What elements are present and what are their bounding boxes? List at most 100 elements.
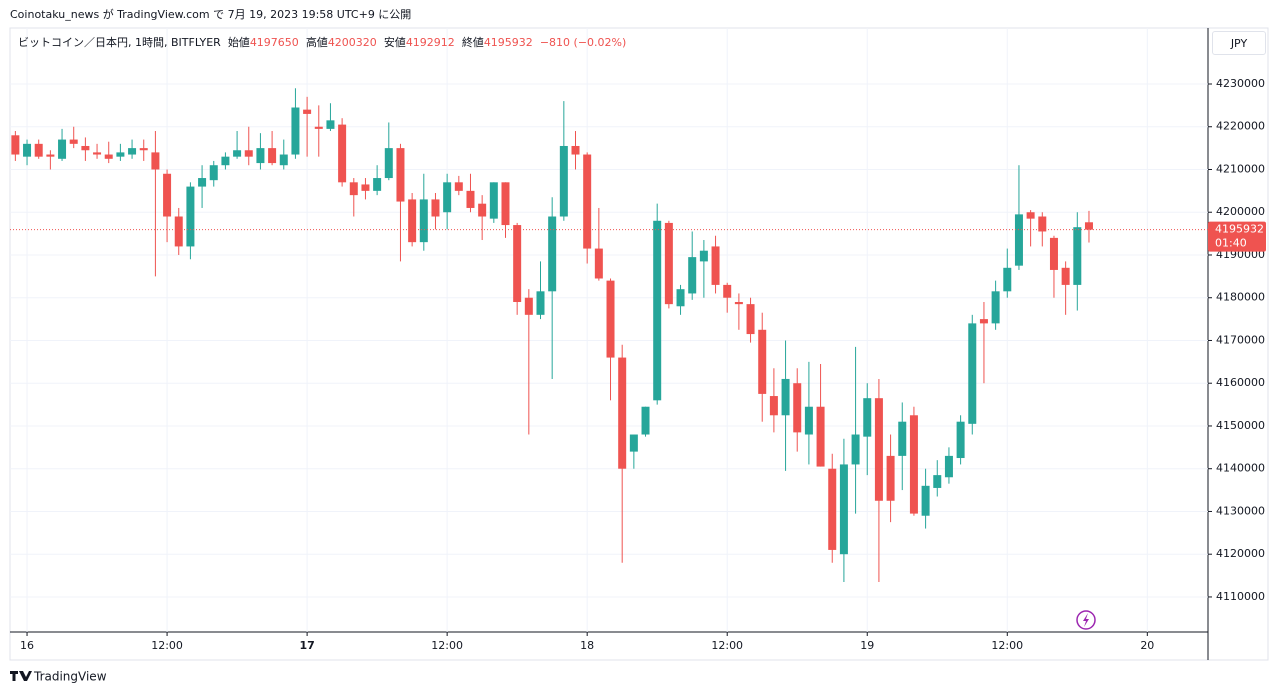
- candle-body: [968, 323, 977, 424]
- ohlc-value: 4197650: [249, 36, 299, 49]
- candle-body: [396, 148, 405, 202]
- candle-body: [828, 468, 837, 550]
- candle-body: [104, 154, 113, 159]
- candle-body: [851, 434, 860, 465]
- candle-body: [769, 396, 778, 416]
- candle-body: [46, 154, 55, 157]
- candle-body: [606, 280, 615, 358]
- x-tick-label: 12:00: [991, 639, 1023, 652]
- x-tick-label: 20: [1140, 639, 1154, 652]
- candle-body: [466, 190, 475, 208]
- candle-body: [804, 406, 813, 435]
- candle-body: [944, 455, 953, 478]
- candle-body: [1026, 212, 1035, 219]
- candle-body: [559, 145, 568, 217]
- candle-body: [361, 184, 370, 191]
- candle-body: [816, 406, 825, 467]
- x-tick-label: 16: [20, 639, 34, 652]
- alert-icon[interactable]: [1076, 610, 1096, 630]
- candle-body: [174, 216, 183, 247]
- ohlc-label: 始値: [227, 36, 250, 49]
- candle-body: [279, 154, 288, 166]
- x-tick-label: 12:00: [711, 639, 743, 652]
- y-tick-label: 4150000: [1216, 419, 1265, 432]
- candle-body: [338, 124, 347, 183]
- candle-body: [349, 182, 358, 196]
- legend: ビットコイン／日本円, 1時間, BITFLYER 始値4197650 高値4200…: [18, 34, 633, 50]
- candle-body: [571, 145, 580, 155]
- candle-body: [1049, 237, 1058, 270]
- candle-body: [711, 246, 720, 285]
- candle-body: [839, 464, 848, 555]
- candle-body: [326, 120, 335, 129]
- currency-button[interactable]: JPY: [1212, 31, 1266, 55]
- candle-body: [1003, 267, 1012, 292]
- y-tick-label: 4170000: [1216, 333, 1265, 346]
- ohlc-label: 高値: [305, 36, 328, 49]
- change-label: −810 (−0.02%): [539, 36, 627, 49]
- candle-body: [536, 291, 545, 315]
- x-tick-label: 18: [580, 639, 594, 652]
- candle-body: [373, 178, 382, 191]
- candle-body: [431, 199, 440, 217]
- candle-body: [291, 107, 300, 155]
- candle-body: [979, 319, 988, 324]
- candle-body: [909, 415, 918, 514]
- ohlc-label: 終値: [461, 36, 484, 49]
- candle-body: [548, 216, 557, 292]
- candle-body: [618, 357, 627, 469]
- y-tick-label: 4140000: [1216, 462, 1265, 475]
- y-tick-label: 4160000: [1216, 376, 1265, 389]
- ohlc-value: 4192912: [405, 36, 455, 49]
- price-label-box: [1208, 221, 1266, 252]
- candle-body: [408, 199, 417, 243]
- candle-body: [1084, 222, 1093, 230]
- ohlc-value: 4200320: [327, 36, 377, 49]
- candle-body: [314, 126, 323, 129]
- y-tick-label: 4200000: [1216, 205, 1265, 218]
- candles: [11, 88, 1093, 582]
- candle-body: [256, 148, 265, 164]
- x-tick-label: 19: [860, 639, 874, 652]
- candle-body: [34, 143, 43, 157]
- candle-body: [454, 182, 463, 191]
- candle-body: [513, 225, 522, 303]
- candle-body: [93, 152, 102, 155]
- candle-body: [221, 156, 230, 166]
- y-tick-label: 4180000: [1216, 291, 1265, 304]
- candle-body: [478, 203, 487, 217]
- x-tick-label: 12:00: [151, 639, 183, 652]
- candle-body: [688, 257, 697, 294]
- candle-body: [268, 148, 277, 164]
- candle-body: [1073, 227, 1082, 285]
- y-tick-label: 4110000: [1216, 590, 1265, 603]
- candle-body: [956, 421, 965, 459]
- candle-body: [1061, 267, 1070, 285]
- x-tick-label: 12:00: [431, 639, 463, 652]
- candle-body: [23, 143, 32, 157]
- candle-body: [69, 139, 78, 144]
- legend-title: ビットコイン／日本円, 1時間, BITFLYER: [18, 36, 221, 49]
- candle-body: [781, 378, 790, 416]
- candle-body: [1014, 214, 1023, 266]
- candle-body: [793, 383, 802, 433]
- brand-logo: TradingView: [10, 670, 107, 684]
- candle-body: [594, 248, 603, 279]
- candle-body: [933, 475, 942, 488]
- candle-body: [81, 145, 90, 151]
- ohlc-label: 安値: [383, 36, 406, 49]
- candle-body: [758, 329, 767, 394]
- candle-body: [198, 178, 207, 187]
- candle-body: [139, 148, 148, 151]
- y-tick-label: 4130000: [1216, 504, 1265, 517]
- candle-body: [233, 150, 242, 157]
- candle-body: [676, 289, 685, 307]
- candle-body: [11, 135, 20, 155]
- candle-body: [863, 398, 872, 437]
- candle-body: [874, 398, 883, 501]
- candle-body: [209, 165, 218, 181]
- y-tick-label: 4210000: [1216, 162, 1265, 175]
- x-tick-label: 17: [299, 639, 314, 652]
- candle-body: [128, 148, 137, 155]
